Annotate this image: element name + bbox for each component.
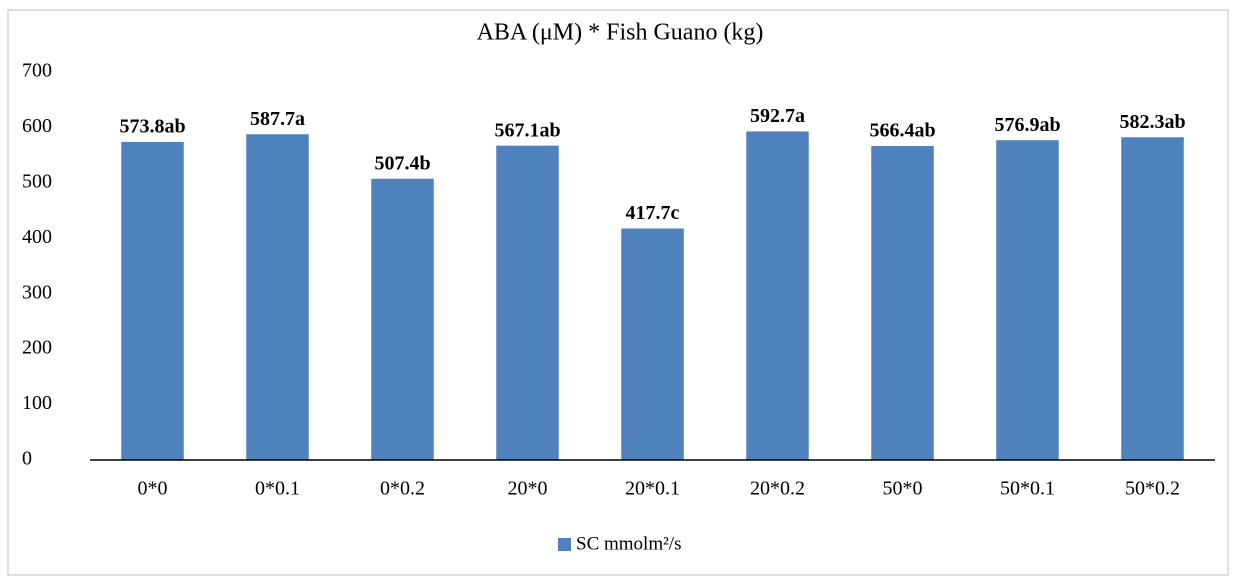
x-tick-label: 20*0.2	[750, 478, 805, 500]
x-tick-label: 0*0	[138, 478, 168, 500]
legend-label: SC mmolm²/s	[576, 533, 681, 554]
x-tick-label: 20*0	[508, 478, 548, 500]
x-tick-label: 20*0.1	[625, 478, 680, 500]
bar	[371, 178, 434, 460]
value-label: 417.7c	[626, 202, 680, 224]
chart-title: ABA (μM) * Fish Guano (kg)	[477, 20, 764, 46]
x-tick-label: 50*0.1	[1000, 478, 1055, 500]
x-tick-label: 0*0.1	[255, 478, 300, 500]
bar	[871, 146, 934, 461]
y-tick-label: 600	[22, 115, 52, 137]
y-tick-label: 0	[22, 448, 32, 470]
y-tick-label: 300	[22, 281, 52, 303]
bar	[996, 140, 1059, 460]
value-label: 573.8ab	[119, 116, 185, 138]
bar	[121, 141, 184, 460]
legend-swatch	[558, 538, 571, 551]
y-tick-label: 100	[22, 392, 52, 414]
value-label: 567.1ab	[494, 119, 560, 141]
bar	[246, 134, 309, 461]
y-tick-label: 400	[22, 226, 52, 248]
bar	[746, 131, 809, 460]
value-label: 507.4b	[374, 152, 430, 174]
value-label: 566.4ab	[869, 120, 935, 142]
bar	[621, 228, 684, 460]
x-tick-label: 50*0	[883, 478, 923, 500]
bar	[496, 145, 559, 461]
y-tick-label: 700	[22, 60, 52, 82]
value-label: 582.3ab	[1119, 111, 1185, 133]
x-tick-label: 50*0.2	[1125, 478, 1180, 500]
y-tick-label: 500	[22, 170, 52, 192]
value-label: 587.7a	[250, 108, 305, 130]
bar	[1121, 137, 1184, 460]
value-label: 576.9ab	[994, 114, 1060, 136]
value-label: 592.7a	[750, 105, 805, 127]
y-tick-label: 200	[22, 337, 52, 359]
x-tick-label: 0*0.2	[380, 478, 425, 500]
